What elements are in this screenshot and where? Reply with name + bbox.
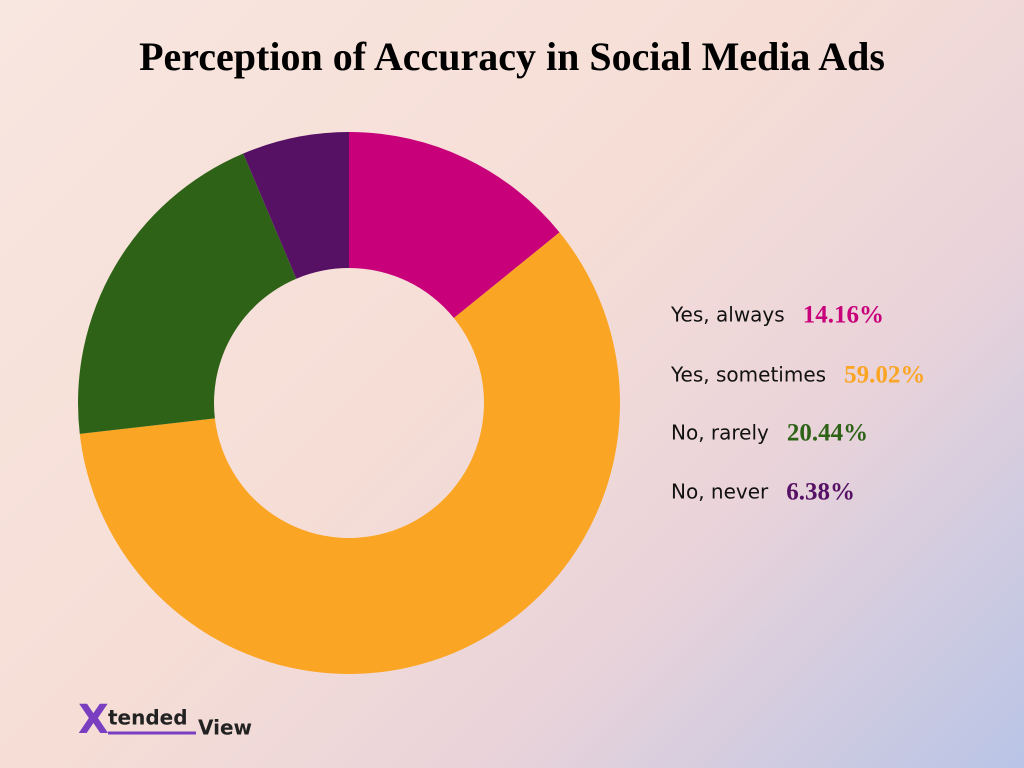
legend-label: No, rarely [671,421,769,445]
value-label: 6.38% [786,479,855,506]
value-label: 20.44% [787,420,868,447]
value-label: 14.16% [803,302,884,329]
legend-label: Yes, always [670,303,785,327]
donut-slice [243,132,349,279]
donut-slice [79,232,621,674]
legend-label: No, never [671,480,769,504]
logo-text: tended [108,706,188,730]
donut-slice [78,153,297,434]
legend-label: Yes, sometimes [670,363,826,387]
logo-text: View [198,716,252,740]
donut-slice [349,132,560,318]
logo-mark: X [78,697,109,743]
value-label: 59.02% [844,362,925,389]
chart-title: Perception of Accuracy in Social Media A… [139,34,885,79]
logo: X tended View [78,697,252,743]
